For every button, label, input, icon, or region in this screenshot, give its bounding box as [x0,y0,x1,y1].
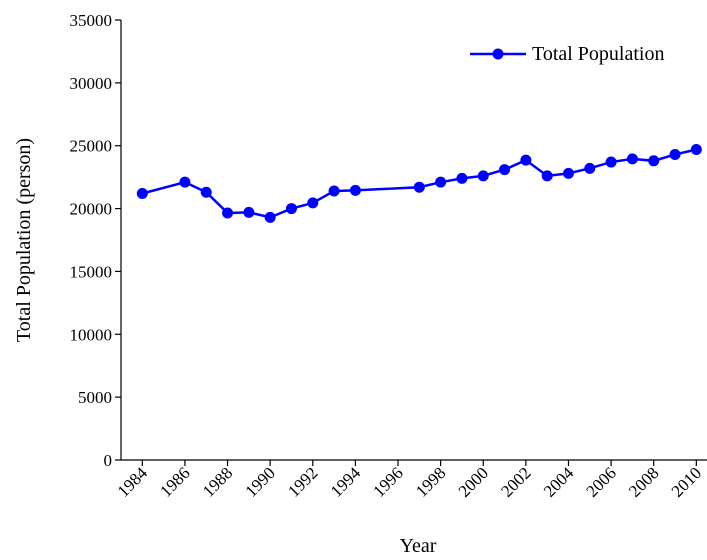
data-point [222,207,234,219]
data-point [541,170,553,182]
x-tick-label: 2002 [497,463,534,500]
y-tick-label: 20000 [70,200,113,219]
data-point [626,153,638,165]
data-point [669,149,681,161]
y-tick-label: 35000 [70,11,113,30]
data-point [456,172,468,184]
data-point [499,164,511,176]
x-tick-label: 1990 [242,463,279,500]
data-point [690,143,702,155]
y-tick-label: 10000 [70,325,113,344]
x-tick-label: 2008 [625,463,662,500]
data-point [200,186,212,198]
data-point [584,162,596,174]
y-tick-label: 15000 [70,262,113,281]
x-tick-label: 1986 [156,463,193,500]
x-tick-label: 2010 [668,463,705,500]
x-tick-label: 1988 [199,463,236,500]
data-point [349,184,361,196]
data-point [243,206,255,218]
data-point [648,155,660,167]
data-point [413,181,425,193]
data-point [307,197,319,209]
x-tick-label: 1994 [327,463,365,501]
x-tick-label: 2000 [455,463,492,500]
data-point [435,176,447,188]
x-tick-label: 1996 [369,463,406,500]
x-axis-label: Year [400,535,437,557]
x-tick-label: 1998 [412,463,449,500]
y-axis-label: Total Population (person) [13,138,35,342]
data-point [285,203,297,215]
legend-label: Total Population [532,43,664,65]
data-point [264,211,276,223]
data-point [562,167,574,179]
legend-marker [492,48,504,60]
data-point [605,156,617,168]
x-tick-label: 1992 [284,463,321,500]
y-tick-label: 25000 [70,137,113,156]
y-tick-label: 5000 [78,388,112,407]
x-tick-label: 2004 [540,463,578,501]
y-tick-label: 30000 [70,74,113,93]
data-point [520,154,532,166]
data-point [136,187,148,199]
data-point [477,170,489,182]
data-point [179,176,191,188]
x-tick-label: 1984 [114,463,152,501]
y-tick-label: 0 [104,451,113,470]
x-tick-label: 2006 [582,463,619,500]
data-point [328,185,340,197]
